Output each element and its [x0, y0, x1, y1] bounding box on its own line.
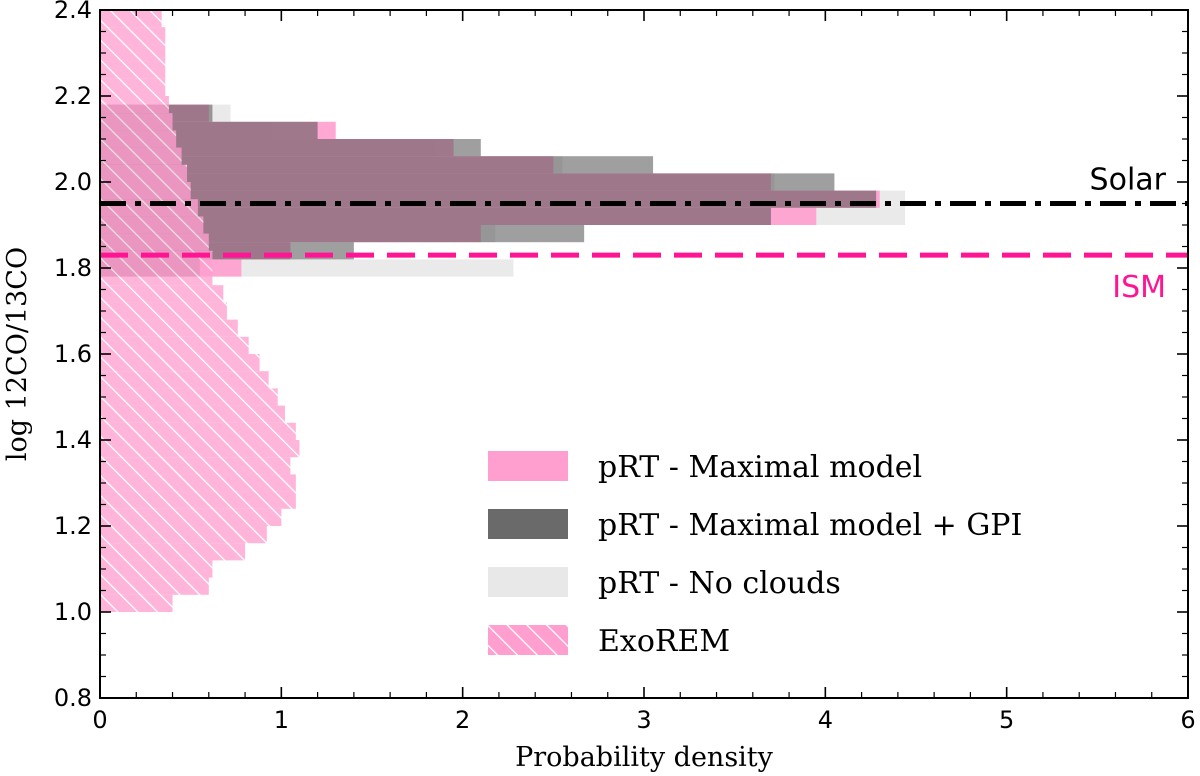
x-axis-label: Probability density [515, 742, 774, 773]
x-tick-label: 4 [818, 706, 833, 734]
histogram-bin [100, 405, 285, 423]
histogram-bin [100, 44, 166, 62]
histogram-bin [100, 233, 209, 251]
histogram-bin [100, 78, 166, 96]
histogram-bin [100, 560, 213, 578]
legend-entry-exorem: ExoREM [488, 624, 730, 659]
histogram-bin [100, 457, 291, 475]
histogram-bin [100, 190, 877, 208]
histogram-bin [100, 354, 260, 372]
y-tick-label: 1.8 [54, 254, 92, 282]
x-tick-label: 0 [92, 706, 107, 734]
histogram-bin [100, 474, 296, 492]
histogram-bin [100, 216, 204, 234]
histogram-bin [100, 526, 267, 544]
histogram-bin [100, 285, 224, 303]
histogram-bin [100, 27, 166, 45]
histogram-bin [100, 182, 191, 200]
histogram-bin [100, 130, 177, 148]
annotations: Solar ISM [1090, 163, 1167, 306]
histogram-bin [100, 336, 249, 354]
histogram-bin [100, 508, 282, 526]
y-axis-label: log 12CO/13CO [2, 247, 33, 461]
y-tick-label: 1.2 [54, 512, 92, 540]
legend-entry-no-clouds: pRT - No clouds [488, 566, 841, 601]
y-tick-label: 2.4 [54, 0, 92, 24]
legend-label: pRT - Maximal model + GPI [598, 508, 1022, 543]
legend-label: pRT - No clouds [598, 566, 841, 601]
histogram-bin [100, 268, 213, 286]
legend-swatch [488, 567, 568, 597]
y-tick-label: 1.4 [54, 426, 92, 454]
series-exorem [100, 10, 300, 612]
legend-entry-maximal: pRT - Maximal model [488, 450, 922, 485]
histogram-bin [100, 113, 173, 131]
histogram-bin [100, 388, 278, 406]
x-tick-label: 6 [1180, 706, 1195, 734]
histogram-bin [100, 147, 182, 165]
histogram-bin [100, 225, 585, 243]
histogram-bin [100, 371, 269, 389]
histogram-bin [100, 440, 300, 458]
legend-swatch [488, 625, 568, 655]
y-tick-label: 1.0 [54, 598, 92, 626]
histogram-bin [100, 319, 238, 337]
y-tick-label: 2.0 [54, 168, 92, 196]
x-tick-label: 5 [999, 706, 1014, 734]
x-tick-label: 2 [455, 706, 470, 734]
histogram-bin [100, 594, 173, 612]
histogram-bin [100, 156, 654, 174]
annotation-solar: Solar [1090, 163, 1167, 198]
histogram-bin [100, 10, 162, 28]
y-tick-label: 2.2 [54, 82, 92, 110]
histogram-bin [100, 543, 246, 561]
histogram-bin [100, 302, 227, 320]
reference-lines [100, 201, 1188, 258]
histogram-bin [100, 173, 835, 191]
annotation-ism: ISM [1112, 270, 1166, 305]
histogram-bin [100, 491, 296, 509]
legend-swatch [488, 451, 568, 481]
histogram-bin [100, 61, 166, 79]
histogram-bin [100, 139, 481, 157]
histogram-bin [100, 207, 771, 225]
y-tick-label: 0.8 [54, 684, 92, 712]
legend: pRT - Maximal model pRT - Maximal model +… [488, 450, 1022, 659]
legend-label: ExoREM [598, 624, 730, 659]
x-tick-label: 3 [636, 706, 651, 734]
x-tick-label: 1 [274, 706, 289, 734]
legend-swatch [488, 509, 568, 539]
y-tick-label: 1.6 [54, 340, 92, 368]
legend-entry-maximal-gpi: pRT - Maximal model + GPI [488, 508, 1022, 543]
histogram-bin [100, 422, 296, 440]
legend-label: pRT - Maximal model [598, 450, 922, 485]
histogram-bin [100, 96, 169, 114]
histogram-bin [100, 577, 209, 595]
axes: 0 1 2 3 4 5 6 0.8 1.0 1.2 1.4 1.6 1.8 2.0 2.2 2.4 [54, 0, 1196, 734]
histogram-bin [100, 164, 188, 182]
